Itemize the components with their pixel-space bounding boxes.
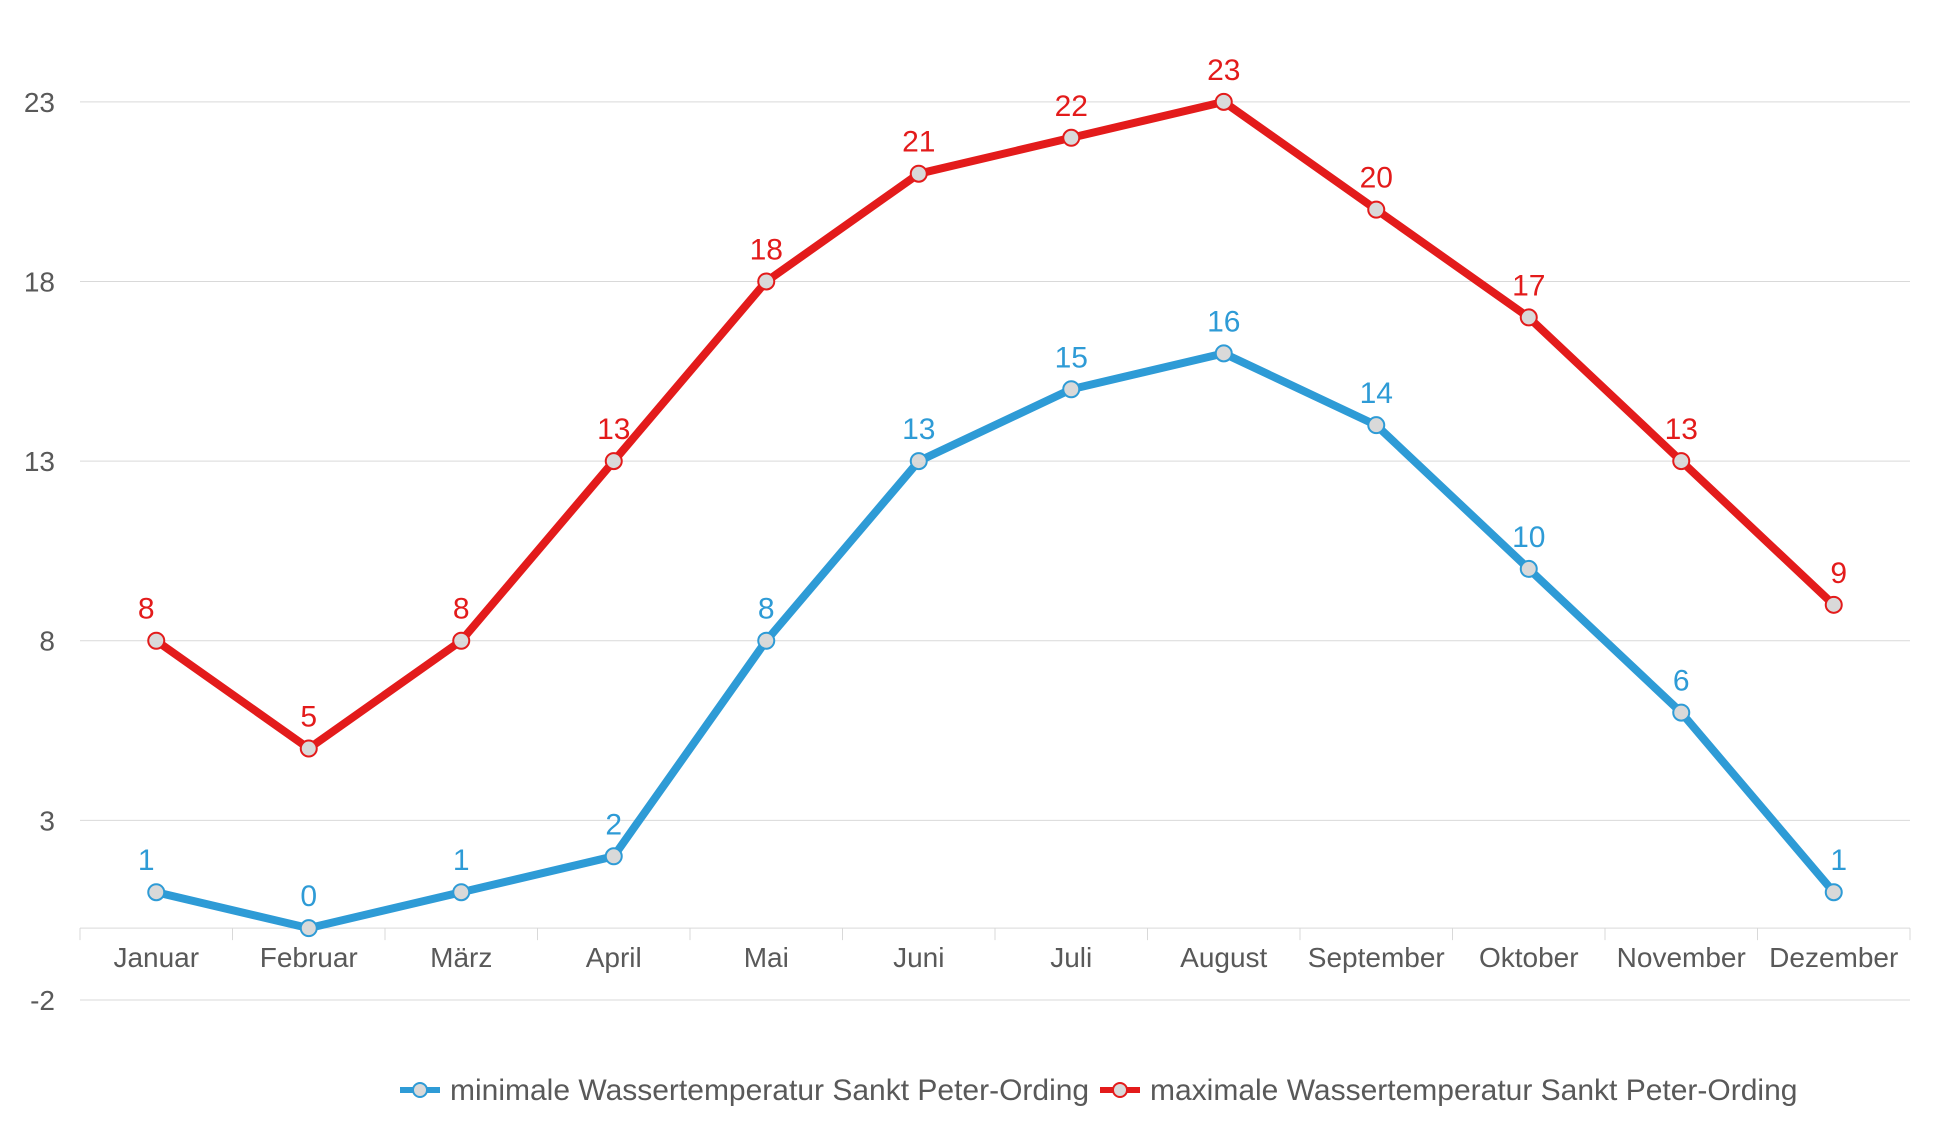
y-axis-label: 8 xyxy=(39,626,55,657)
x-axis-label: November xyxy=(1617,942,1746,973)
legend-item-max: maximale Wassertemperatur Sankt Peter-Or… xyxy=(1100,1074,1797,1107)
water-temperature-chart: -238131823JanuarFebruarMärzAprilMaiJuniJ… xyxy=(0,0,1943,1131)
max-temp-value-label: 9 xyxy=(1830,557,1847,590)
x-axis-label: August xyxy=(1180,942,1267,973)
max-temp-marker xyxy=(453,633,469,649)
x-axis-label: Februar xyxy=(260,942,358,973)
min-temp-marker xyxy=(148,884,164,900)
min-temp-marker xyxy=(1368,417,1384,433)
max-temp-value-label: 17 xyxy=(1512,269,1545,302)
max-temp-marker xyxy=(1673,453,1689,469)
max-temp-marker xyxy=(606,453,622,469)
max-temp-value-label: 8 xyxy=(138,593,155,626)
max-temp-value-label: 23 xyxy=(1207,54,1240,87)
max-temp-marker xyxy=(1216,94,1232,110)
y-axis-label: 23 xyxy=(24,87,55,118)
y-axis-label: -2 xyxy=(30,985,55,1016)
max-temp-value-label: 13 xyxy=(597,413,630,446)
x-axis-label: Oktober xyxy=(1479,942,1579,973)
min-temp-marker xyxy=(758,633,774,649)
max-temp-marker xyxy=(1368,202,1384,218)
min-temp-marker xyxy=(1521,561,1537,577)
min-temp-marker xyxy=(911,453,927,469)
min-temp-value-label: 10 xyxy=(1512,521,1545,554)
min-temp-value-label: 0 xyxy=(300,880,317,913)
min-temp-marker xyxy=(1216,345,1232,361)
min-temp-marker xyxy=(606,848,622,864)
min-temp-value-label: 15 xyxy=(1055,341,1088,374)
x-axis-label: Dezember xyxy=(1769,942,1898,973)
min-temp-value-label: 8 xyxy=(758,593,775,626)
max-temp-marker xyxy=(1521,309,1537,325)
legend-label: minimale Wassertemperatur Sankt Peter-Or… xyxy=(450,1074,1089,1107)
max-temp-value-label: 13 xyxy=(1665,413,1698,446)
min-temp-marker xyxy=(1063,381,1079,397)
max-temp-marker xyxy=(148,633,164,649)
max-temp-value-label: 22 xyxy=(1055,90,1088,123)
min-temp-value-label: 1 xyxy=(1830,844,1847,877)
min-temp-marker xyxy=(1673,705,1689,721)
min-temp-value-label: 2 xyxy=(605,808,622,841)
y-axis-label: 18 xyxy=(24,266,55,297)
min-temp-value-label: 1 xyxy=(453,844,470,877)
chart-container: -238131823JanuarFebruarMärzAprilMaiJuniJ… xyxy=(0,0,1943,1131)
min-temp-marker xyxy=(301,920,317,936)
legend-label: maximale Wassertemperatur Sankt Peter-Or… xyxy=(1150,1074,1797,1107)
max-temp-value-label: 20 xyxy=(1360,162,1393,195)
min-temp-value-label: 13 xyxy=(902,413,935,446)
x-axis-label: September xyxy=(1308,942,1445,973)
x-axis-label: Juni xyxy=(893,942,944,973)
max-temp-value-label: 8 xyxy=(453,593,470,626)
min-temp-value-label: 1 xyxy=(138,844,155,877)
max-temp-value-label: 18 xyxy=(750,233,783,266)
max-temp-value-label: 5 xyxy=(300,701,317,734)
min-temp-value-label: 6 xyxy=(1673,665,1690,698)
max-temp-marker xyxy=(758,273,774,289)
x-axis-label: Juli xyxy=(1050,942,1092,973)
min-temp-marker xyxy=(453,884,469,900)
legend-item-min: minimale Wassertemperatur Sankt Peter-Or… xyxy=(400,1074,1089,1107)
x-axis-label: April xyxy=(586,942,642,973)
x-axis-label: März xyxy=(430,942,492,973)
x-axis-label: Januar xyxy=(113,942,199,973)
min-temp-marker xyxy=(1826,884,1842,900)
y-axis-label: 3 xyxy=(39,805,55,836)
min-temp-value-label: 16 xyxy=(1207,305,1240,338)
y-axis-label: 13 xyxy=(24,446,55,477)
x-axis-label: Mai xyxy=(744,942,789,973)
min-temp-value-label: 14 xyxy=(1360,377,1393,410)
max-temp-marker xyxy=(1063,130,1079,146)
max-temp-marker xyxy=(301,741,317,757)
max-temp-marker xyxy=(1826,597,1842,613)
max-temp-value-label: 21 xyxy=(902,126,935,159)
max-temp-marker xyxy=(911,166,927,182)
